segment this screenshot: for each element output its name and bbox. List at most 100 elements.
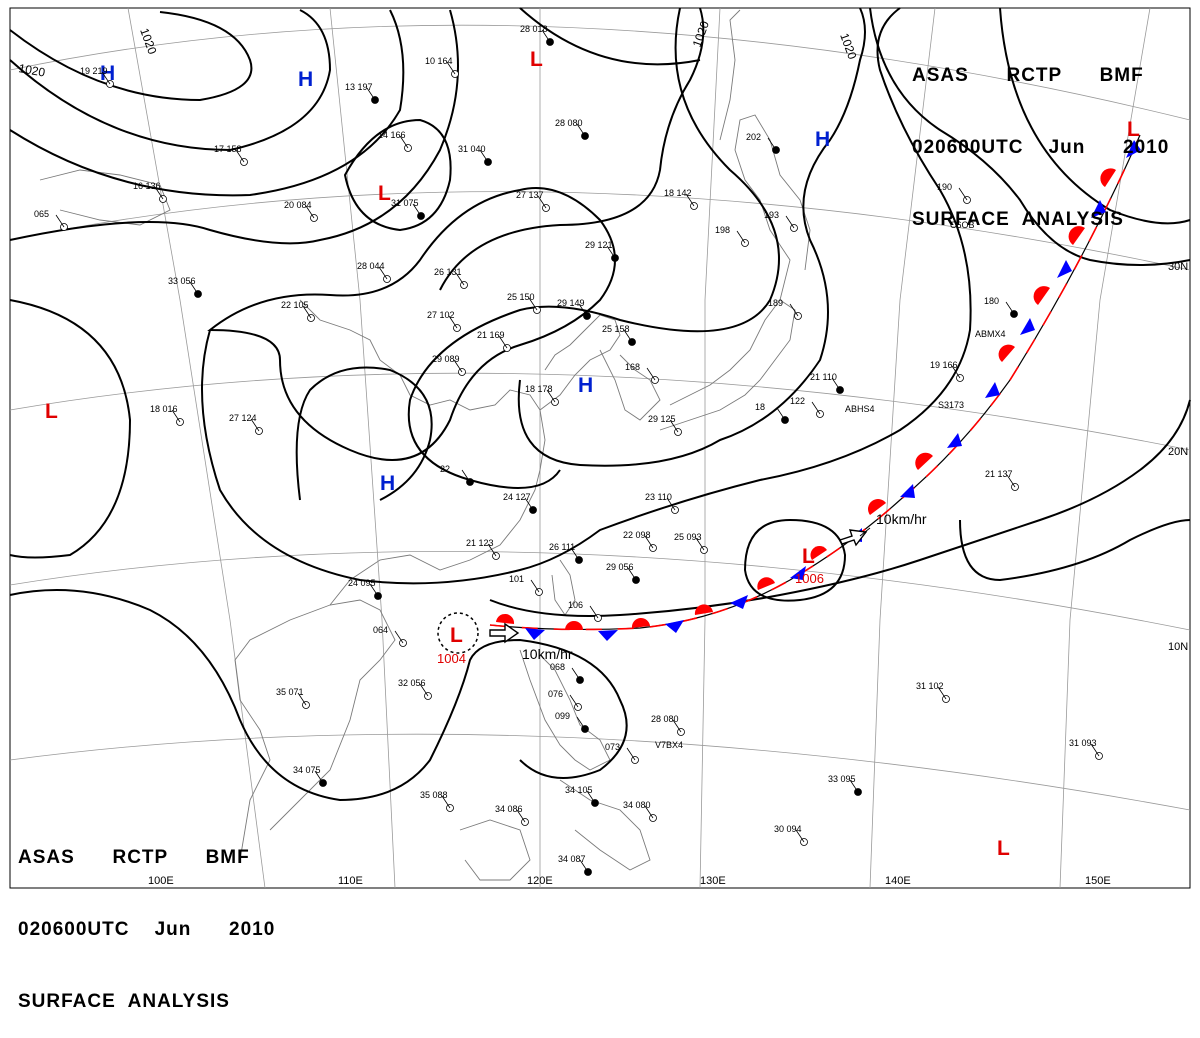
wind-barb: [811, 401, 821, 415]
wind-barb: [586, 790, 596, 804]
station-value: 25 093: [674, 532, 702, 542]
motion-speed-label: 10km/hr: [522, 646, 573, 662]
ship-id: C6OB: [950, 220, 975, 230]
wind-barb: [235, 149, 245, 163]
wind-barb: [951, 365, 961, 379]
station-value: 29 056: [606, 562, 634, 572]
motion-speed-labels: 10km/hr 10km/hr: [522, 511, 927, 662]
station-value: 23 110: [645, 492, 672, 502]
wind-barb: [685, 193, 695, 207]
station-value: 21 110: [810, 372, 837, 382]
station-value: 34 087: [558, 854, 586, 864]
wind-barb: [461, 469, 471, 483]
station-value: 101: [509, 574, 524, 584]
low-pressure-center: L: [1127, 118, 1140, 141]
title-line-2: 020600UTC Jun 2010: [18, 919, 276, 940]
station-value: 35 071: [276, 687, 304, 697]
longitude-label: 140E: [885, 875, 911, 887]
station-value: 28 080: [555, 118, 583, 128]
high-pressure-center: H: [298, 68, 313, 91]
low-pressure-center: L: [997, 837, 1010, 860]
station-value: 065: [34, 209, 49, 219]
title-line-2: 020600UTC Jun 2010: [912, 137, 1170, 158]
wind-barb: [453, 359, 463, 373]
pressure-centers: H H H H H L L L L L L L: [45, 48, 1140, 860]
wind-barb: [297, 692, 307, 706]
wind-barb: [55, 214, 65, 228]
low-pressure-center: L: [378, 182, 391, 205]
longitude-label: 150E: [1085, 875, 1111, 887]
wind-barb: [576, 716, 586, 730]
station-value: 35 088: [420, 790, 448, 800]
motion-tick: [859, 527, 871, 537]
wind-barb: [570, 547, 580, 561]
wind-barb: [1006, 474, 1016, 488]
station-value: 25 158: [602, 324, 630, 334]
station-value: 18: [755, 402, 765, 412]
station-value: 34 105: [565, 785, 593, 795]
wind-barb: [419, 683, 429, 697]
low-pressure-values: 1004 1006: [437, 571, 824, 666]
title-line-1: ASAS RCTP BMF: [18, 847, 250, 868]
wind-barb: [412, 203, 422, 217]
station-value: 21 169: [477, 330, 505, 340]
longitude-label: 110E: [338, 875, 363, 887]
station-value: 20 084: [284, 200, 312, 210]
station-value: 17 158: [214, 144, 242, 154]
longitude-label: 120E: [527, 875, 553, 887]
wind-barb: [314, 770, 324, 784]
wind-barb: [305, 205, 315, 219]
high-pressure-center: H: [380, 472, 395, 495]
ship-identifiers: ABMX4 ABHS4 S3173 C6OB V7BX4: [655, 220, 1006, 750]
station-plots: 28 018 10 164 19 219 13 197 14 166 17 158 31 0…: [34, 24, 1103, 876]
isobar-label: 1020: [17, 61, 46, 79]
station-value: 28 018: [520, 24, 548, 34]
wind-barb: [785, 215, 795, 229]
station-value: 19 219: [80, 66, 108, 76]
station-value: 31 040: [458, 144, 486, 154]
motion-arrows: [489, 529, 868, 644]
station-value: 076: [548, 689, 563, 699]
latitude-label: 20N: [1168, 446, 1188, 458]
station-value: 33 056: [168, 276, 196, 286]
high-pressure-center: H: [815, 128, 830, 151]
station-value: 13 197: [345, 82, 373, 92]
low-circle-dashed: [437, 612, 479, 654]
wind-barb: [189, 281, 199, 295]
wind-barb: [736, 230, 746, 244]
wind-barb: [528, 297, 538, 311]
station-value: 27 137: [516, 190, 544, 200]
station-value: 18 142: [664, 188, 692, 198]
station-value: 189: [768, 298, 783, 308]
station-value: 26 111: [549, 542, 575, 552]
station-value: 28 044: [357, 261, 385, 271]
latitude-lines: [9, 24, 1191, 811]
wind-barb: [498, 335, 508, 349]
wind-barb: [767, 137, 777, 151]
wind-barb: [1005, 301, 1015, 315]
low-pressure-value: 1004: [437, 651, 466, 666]
title-line-3: SURFACE ANALYSIS: [912, 209, 1124, 230]
station-value: 27 124: [229, 413, 257, 423]
station-circle: [60, 223, 68, 231]
wind-barb: [537, 195, 547, 209]
station-value: 30 094: [774, 824, 802, 834]
wind-barb: [849, 779, 859, 793]
station-value: 24 127: [503, 492, 531, 502]
wind-barb: [576, 123, 586, 137]
station-value: 099: [555, 711, 570, 721]
motion-speed-label: 10km/hr: [876, 511, 927, 527]
ship-id: ABMX4: [975, 329, 1006, 339]
wind-barb: [524, 497, 534, 511]
wind-barb: [446, 61, 456, 75]
wind-barb: [958, 187, 968, 201]
wind-barb: [1090, 743, 1100, 757]
wind-barb: [541, 29, 551, 43]
wind-barb: [672, 719, 682, 733]
latitude-labels: 30N 20N 10N: [1168, 261, 1188, 653]
wind-barb: [394, 630, 404, 644]
wind-barb: [366, 87, 376, 101]
station-value: 064: [373, 625, 388, 635]
isobars: [9, 7, 1191, 802]
latitude-label: 10N: [1168, 641, 1188, 653]
